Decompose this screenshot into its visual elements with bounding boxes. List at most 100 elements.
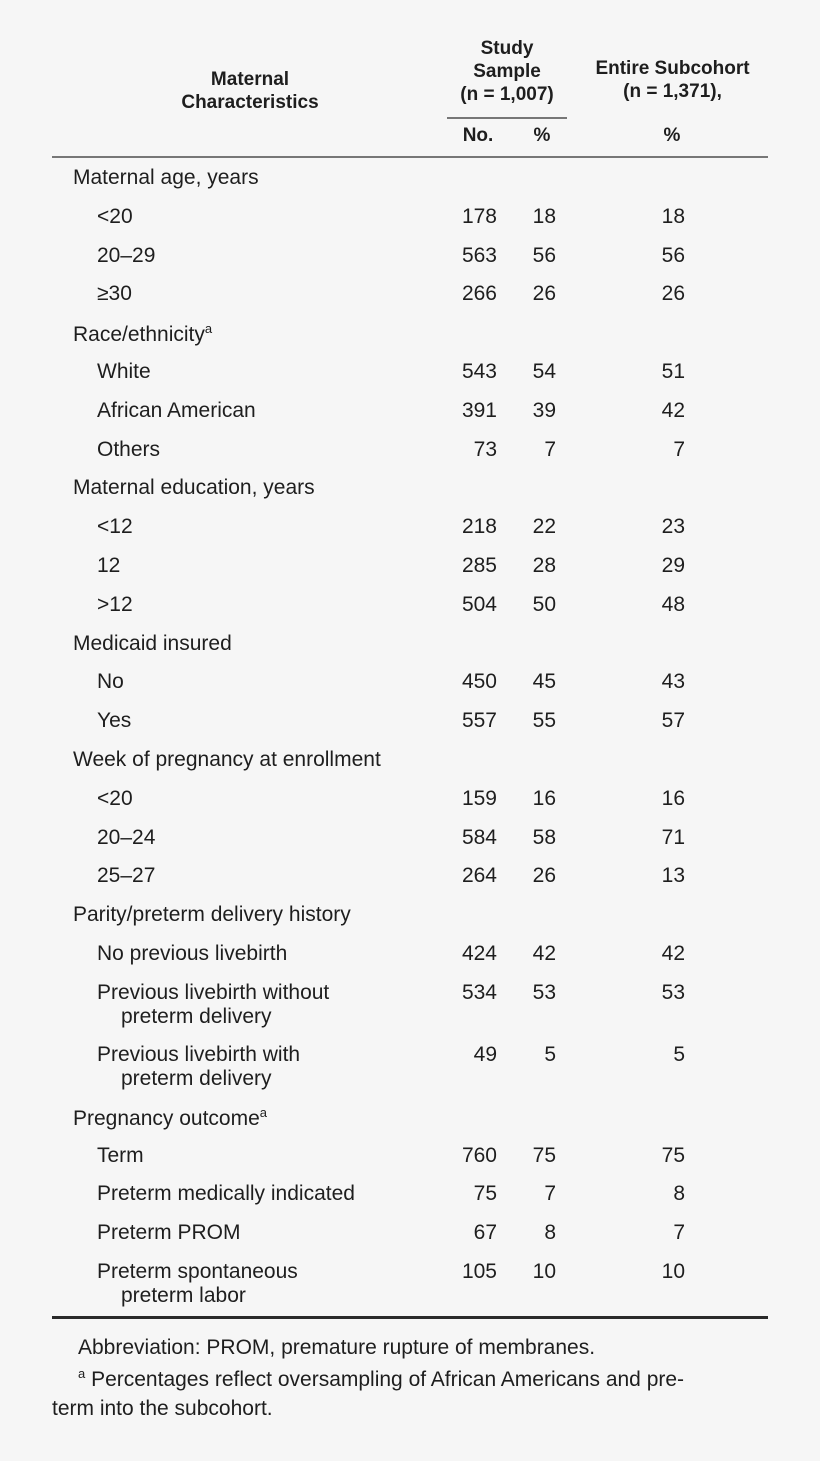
header-line: Study: [480, 38, 534, 59]
study-count: 178: [461, 204, 497, 228]
row-label: Preterm PROM: [97, 1221, 241, 1245]
row-label: >12: [97, 592, 133, 616]
subcohort-percent: 23: [661, 515, 685, 539]
row-label: <20: [97, 786, 133, 810]
row-label: ≥30: [97, 282, 132, 306]
category-row: Maternal education, years: [0, 469, 820, 508]
study-percent: 8: [544, 1221, 556, 1245]
category-row: Maternal age, years: [0, 159, 820, 198]
category-row: Parity/preterm delivery history: [0, 896, 820, 935]
table-row: African American 391 39 42: [0, 392, 820, 431]
header-rule: [52, 156, 768, 158]
table-row: >12 504 50 48: [0, 586, 820, 625]
study-percent: 39: [532, 398, 556, 422]
subcohort-percent: 75: [661, 1143, 685, 1167]
study-count: 266: [461, 282, 497, 306]
bottom-rule: [52, 1316, 768, 1319]
header-line: (n = 1,371),: [623, 81, 722, 102]
column-header-entire-subcohort: Entire Subcohort (n = 1,371),: [575, 57, 770, 103]
footnote-a-continued: term into the subcohort.: [52, 1397, 273, 1420]
table-row: <20 178 18 18: [0, 198, 820, 237]
row-label: 20–29: [97, 243, 156, 267]
study-count: 391: [461, 398, 497, 422]
table-row: Yes 557 55 57: [0, 702, 820, 741]
study-count: 424: [461, 942, 497, 965]
table-row: Previous livebirth without preterm delive…: [0, 974, 820, 1028]
row-label: Week of pregnancy at enrollment: [73, 748, 381, 771]
row-label-continued: preterm delivery: [121, 1004, 272, 1028]
subcohort-percent: 16: [661, 786, 685, 810]
table-row: ≥30 266 26 26: [0, 275, 820, 314]
header-line: Sample: [473, 61, 541, 82]
subcohort-percent: 18: [661, 204, 685, 228]
subcohort-percent: 71: [661, 825, 685, 849]
abbreviation-note: Abbreviation: PROM, premature rupture of…: [78, 1336, 596, 1359]
study-percent: 75: [532, 1143, 556, 1167]
study-percent: 45: [532, 670, 556, 694]
subcohort-percent: 10: [661, 1260, 685, 1283]
study-count: 450: [461, 670, 497, 694]
table-row: 20–24 584 58 71: [0, 819, 820, 858]
header-line: Characteristics: [181, 92, 319, 113]
row-label-group: Pregnancy outcomea: [73, 1105, 267, 1131]
subcohort-percent: 42: [661, 942, 685, 965]
study-count: 264: [461, 864, 497, 888]
study-count: 543: [461, 360, 497, 383]
study-count: 584: [461, 825, 497, 849]
row-label: 12: [97, 554, 121, 577]
row-label: Yes: [97, 709, 132, 733]
table-row: 20–29 563 56 56: [0, 237, 820, 276]
study-percent: 26: [532, 282, 556, 306]
study-count: 504: [461, 592, 497, 616]
subcohort-percent: 43: [661, 670, 685, 694]
study-count: 563: [461, 243, 497, 267]
study-count: 557: [461, 709, 497, 733]
study-percent: 56: [532, 243, 556, 267]
table-row: 12 285 28 29: [0, 547, 820, 586]
table-row: Others 73 7 7: [0, 431, 820, 470]
category-row: Pregnancy outcomea: [0, 1098, 820, 1137]
row-label: 25–27: [97, 864, 156, 888]
table-row: Preterm spontaneous preterm labor 105 10 10: [0, 1253, 820, 1307]
subcohort-percent: 7: [673, 437, 685, 461]
subcohort-percent: 7: [673, 1221, 685, 1245]
study-count: 67: [473, 1221, 497, 1245]
row-label: Maternal age, years: [73, 166, 259, 189]
table-row: Term 760 75 75: [0, 1137, 820, 1176]
row-label: Pregnancy outcome: [73, 1106, 260, 1130]
study-count: 534: [461, 980, 497, 1004]
header-line: Maternal: [210, 69, 290, 90]
row-label-continued: preterm labor: [121, 1284, 246, 1307]
header-line: Entire Subcohort: [595, 58, 750, 79]
subcohort-percent: 42: [661, 398, 685, 422]
subcohort-percent: 26: [661, 282, 685, 306]
subcohort-percent: 57: [661, 709, 685, 733]
row-label: 20–24: [97, 825, 156, 849]
table-row: 25–27 264 26 13: [0, 857, 820, 896]
study-count: 105: [461, 1260, 497, 1283]
row-label: No: [97, 670, 124, 694]
row-label: African American: [97, 398, 256, 422]
row-label: Previous livebirth without: [97, 980, 330, 1004]
study-percent: 58: [532, 825, 556, 849]
footnote-mark: a: [204, 321, 213, 337]
row-label: Medicaid insured: [73, 631, 232, 655]
subcohort-percent: 29: [661, 554, 685, 577]
category-row: Week of pregnancy at enrollment: [0, 741, 820, 780]
row-label: Preterm spontaneous: [97, 1260, 298, 1283]
table-row: Preterm medically indicated 75 7 8: [0, 1175, 820, 1214]
footnote-text: Percentages reflect oversampling of Afri…: [91, 1368, 685, 1391]
study-percent: 5: [544, 1042, 556, 1066]
table-row: Previous livebirth with preterm delivery 4…: [0, 1036, 820, 1090]
category-row: Medicaid insured: [0, 625, 820, 664]
table-row: Preterm PROM 67 8 7: [0, 1214, 820, 1253]
row-label: Previous livebirth with: [97, 1042, 301, 1066]
footnote-mark: a: [78, 1366, 86, 1381]
row-label: <12: [97, 515, 133, 539]
study-count: 218: [461, 515, 497, 539]
column-header-pct: %: [533, 125, 551, 146]
column-header-study-sample: Study Sample (n = 1,007): [437, 37, 577, 106]
table-row: <20 159 16 16: [0, 780, 820, 819]
column-header-characteristics: Maternal Characteristics: [150, 68, 350, 114]
subcohort-percent: 53: [661, 980, 685, 1004]
